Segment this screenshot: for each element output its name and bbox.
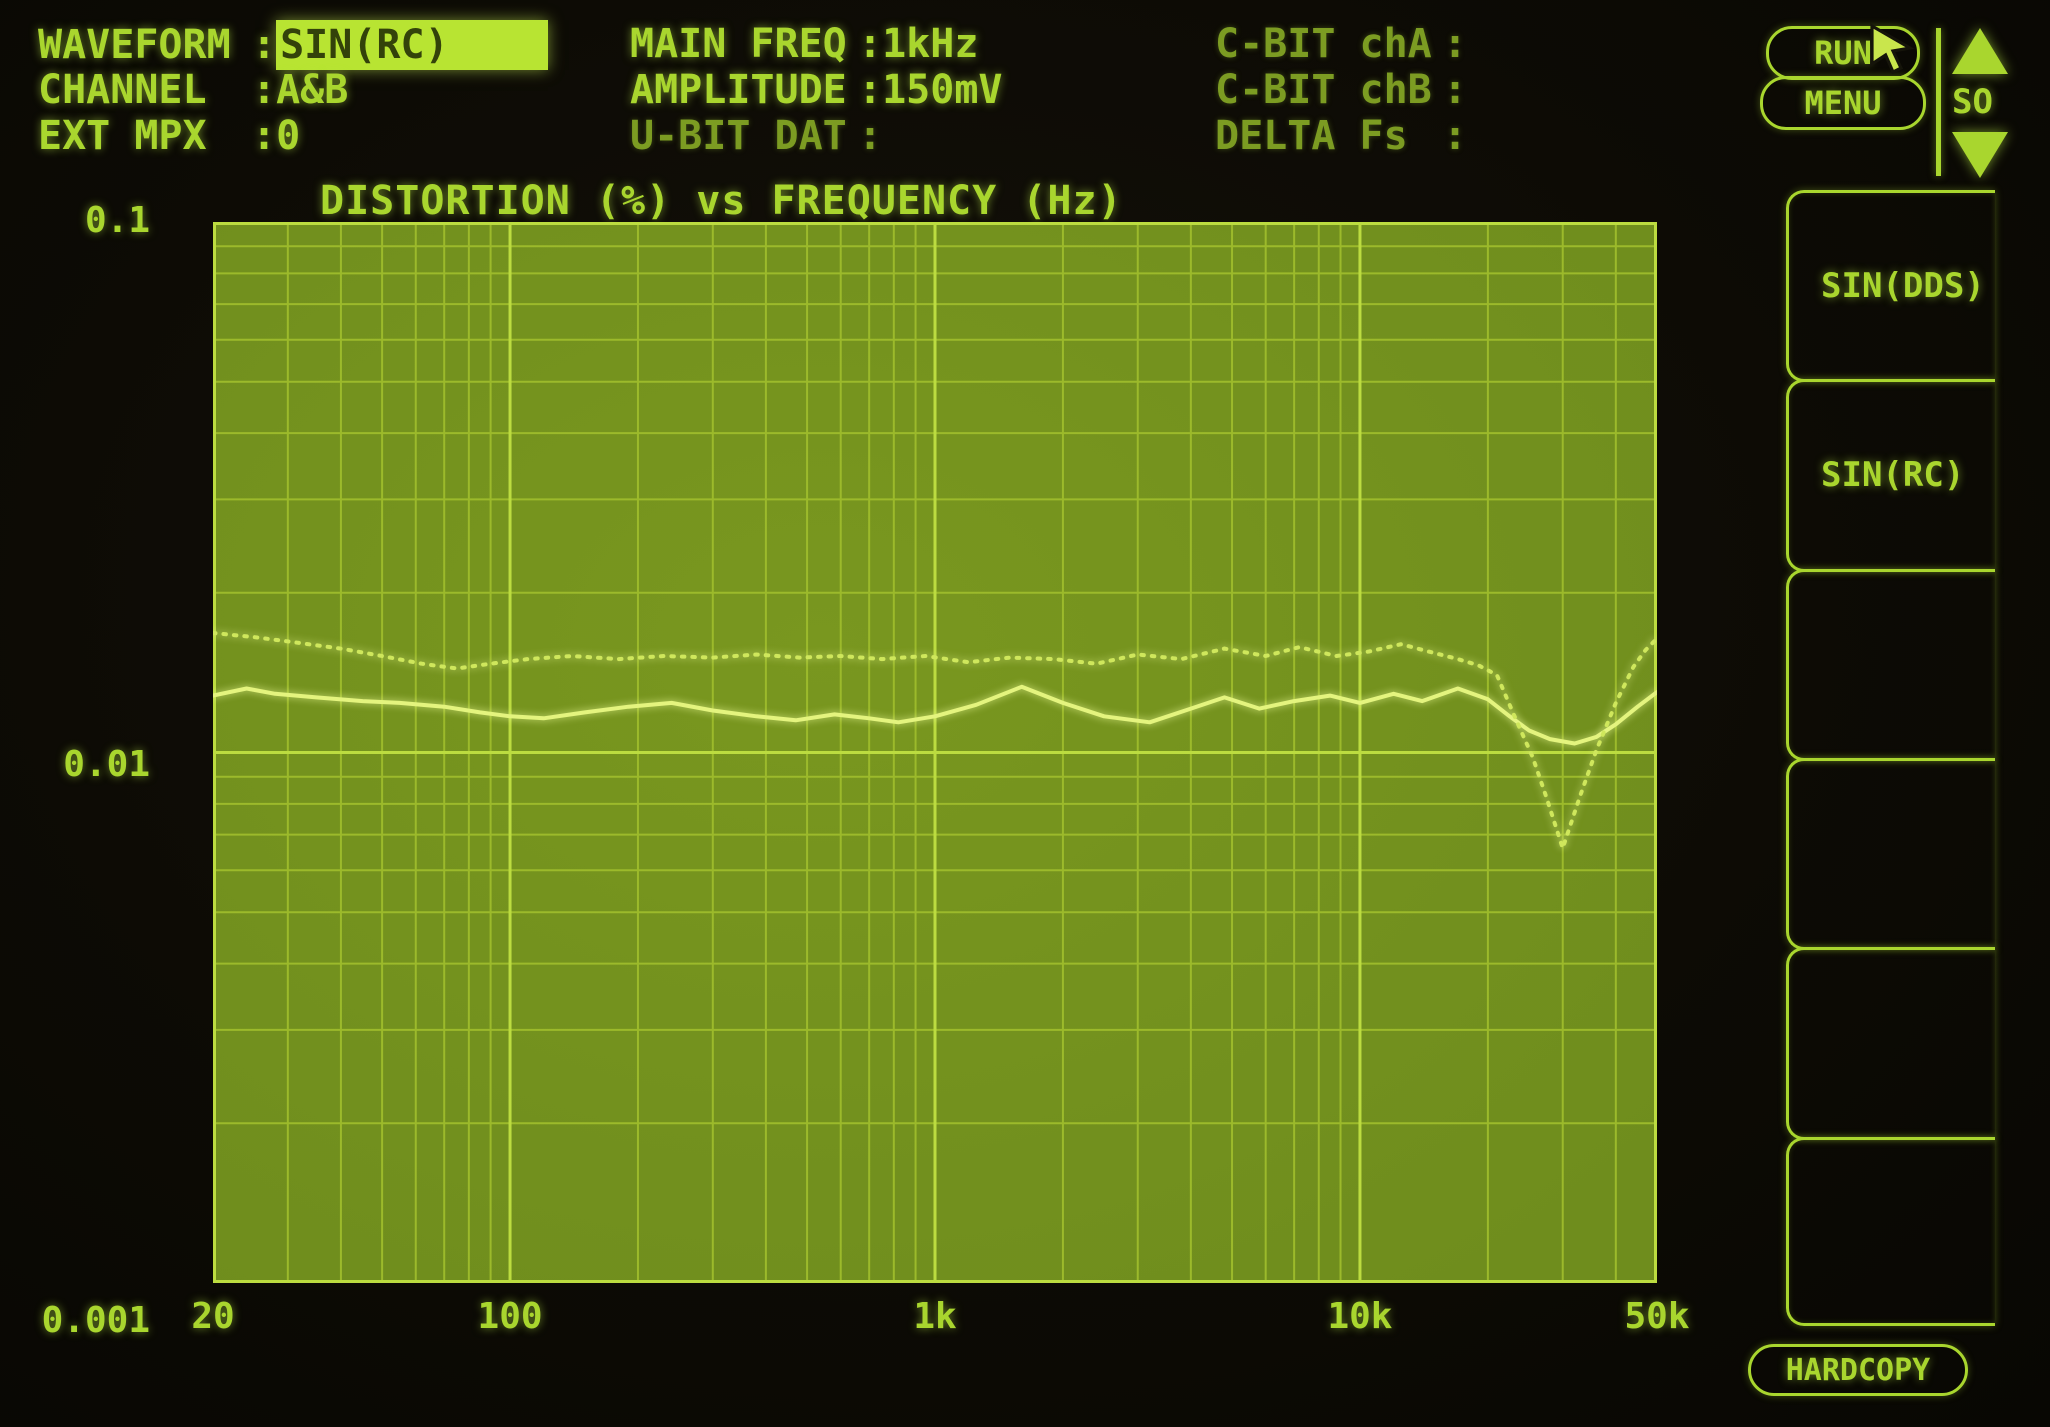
field-label: DELTA Fs <box>1215 113 1432 159</box>
mouse-pointer-icon <box>1870 23 1915 75</box>
x-tick-label-10k: 10k <box>1327 1296 1393 1337</box>
field-colon: : <box>858 21 883 67</box>
field-value: 1kHz <box>882 21 979 67</box>
y-tick-label-0.1: 0.1 <box>84 200 150 241</box>
field-label: WAVEFORM <box>38 22 231 68</box>
softkey-blank-5[interactable] <box>1786 947 1995 1140</box>
x-tick-label-1k: 1k <box>913 1296 957 1337</box>
menu-button[interactable]: MENU <box>1760 76 1926 130</box>
field-label: AMPLITUDE <box>630 67 847 113</box>
softkey-panel: SIN(DDS) SIN(RC) <box>1786 190 1998 1326</box>
x-tick-label-100: 100 <box>477 1296 543 1337</box>
field-label: C-BIT chA <box>1215 21 1432 67</box>
field-value: 150mV <box>882 67 1003 113</box>
softkey-sin-dds-[interactable]: SIN(DDS) <box>1786 190 1995 383</box>
header-field-u-bit-dat: U-BIT DAT: <box>630 112 882 160</box>
hardcopy-button[interactable]: HARDCOPY <box>1748 1344 1968 1396</box>
softkey-sin-rc-[interactable]: SIN(RC) <box>1786 379 1995 572</box>
header-field-channel: CHANNEL:A&B <box>38 66 348 114</box>
field-colon: : <box>858 67 883 113</box>
field-label: EXT MPX <box>38 113 207 159</box>
field-colon: : <box>1443 113 1468 159</box>
menu-button-label: MENU <box>1804 84 1882 122</box>
header-field-ext-mpx: EXT MPX:0 <box>38 112 300 160</box>
run-button-label: RUN <box>1814 34 1872 72</box>
softkey-blank-4[interactable] <box>1786 758 1995 951</box>
y-tick-label-0.001: 0.001 <box>41 1300 150 1341</box>
softkey-page-divider <box>1936 28 1941 176</box>
softkey-label: SIN(DDS) <box>1821 266 1985 307</box>
field-label: MAIN FREQ <box>630 21 847 67</box>
softkey-blank-3[interactable] <box>1786 568 1995 761</box>
y-tick-label-0.01: 0.01 <box>63 744 150 785</box>
hardcopy-button-label: HARDCOPY <box>1785 1352 1931 1388</box>
softkey-label: SIN(RC) <box>1821 455 1965 496</box>
distortion-vs-frequency-chart <box>213 222 1657 1283</box>
x-tick-label-20: 20 <box>191 1296 235 1337</box>
distortion-trace-solid <box>213 684 1657 746</box>
header-field-main-freq: MAIN FREQ:1kHz <box>630 20 978 68</box>
field-value: A&B <box>276 67 349 113</box>
field-colon: : <box>252 113 277 159</box>
header-field-c-bit-chb: C-BIT chB: <box>1215 66 1467 114</box>
field-colon: : <box>252 22 277 68</box>
field-value[interactable]: SIN(RC) <box>276 20 549 70</box>
header-field-c-bit-cha: C-BIT chA: <box>1215 20 1467 68</box>
field-colon: : <box>252 67 277 113</box>
header-field-delta-fs: DELTA Fs : <box>1215 112 1467 160</box>
page-down-arrow-icon[interactable] <box>1952 132 2008 178</box>
header-field-waveform: WAVEFORM: SIN(RC) <box>38 20 549 70</box>
chart-title: DISTORTION (%) vs FREQUENCY (Hz) <box>320 178 1123 224</box>
field-label: U-BIT DAT <box>630 113 847 159</box>
field-label: C-BIT chB <box>1215 67 1432 113</box>
page-indicator: SO <box>1952 82 1993 122</box>
x-tick-label-50k: 50k <box>1624 1296 1690 1337</box>
field-colon: : <box>1443 67 1468 113</box>
field-colon: : <box>858 113 883 159</box>
header-field-amplitude: AMPLITUDE:150mV <box>630 66 1003 114</box>
field-value: 0 <box>276 113 301 159</box>
softkey-blank-6[interactable] <box>1786 1136 1995 1326</box>
distortion-trace-dotted <box>213 631 1657 855</box>
page-up-arrow-icon[interactable] <box>1952 28 2008 74</box>
field-label: CHANNEL <box>38 67 207 113</box>
field-colon: : <box>1443 21 1468 67</box>
